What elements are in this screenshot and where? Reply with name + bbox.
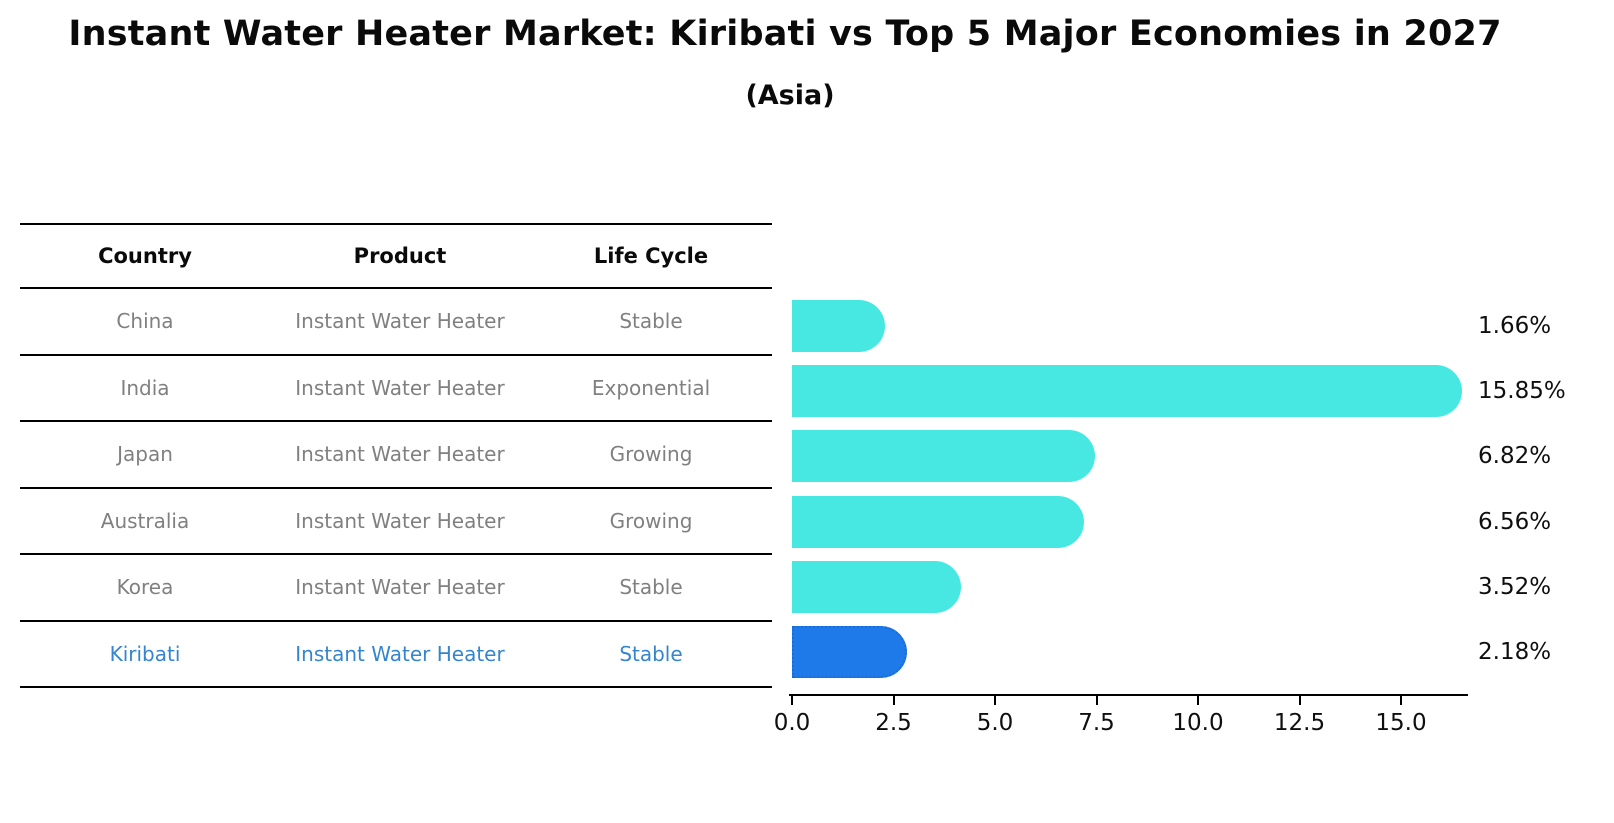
- cell-country: Korea: [116, 575, 174, 600]
- x-axis-tick: [892, 696, 895, 705]
- cell-life-cycle: Stable: [619, 575, 683, 600]
- bar-value-label: 3.52%: [1478, 573, 1552, 600]
- table-row: Australia Instant Water Heater Growing: [20, 489, 772, 555]
- bar-japan: [792, 430, 1095, 483]
- x-axis-tick: [1197, 696, 1199, 705]
- cell-country: Kiribati: [109, 641, 181, 666]
- cell-product: Instant Water Heater: [295, 641, 505, 666]
- column-header-country: Country: [98, 244, 192, 268]
- column-header-life-cycle: Life Cycle: [593, 244, 709, 268]
- x-axis-tick: [1298, 696, 1301, 705]
- cell-product: Instant Water Heater: [295, 309, 505, 334]
- bar-value-label: 15.85%: [1478, 378, 1566, 405]
- x-axis-tick-label: 15.0: [1375, 710, 1427, 736]
- table-row: Kiribati Instant Water Heater Stable: [20, 622, 772, 688]
- table-row: China Instant Water Heater Stable: [20, 289, 772, 356]
- cell-country: Japan: [117, 442, 173, 467]
- bar-china: [792, 300, 886, 352]
- x-axis-line: [789, 694, 1468, 696]
- cell-life-cycle: Growing: [609, 508, 693, 533]
- x-axis-tick-label: 0.0: [773, 710, 811, 736]
- bar-value-label: 6.56%: [1478, 508, 1552, 535]
- cell-country: Australia: [100, 508, 190, 533]
- x-axis-tick-label: 2.5: [875, 710, 912, 736]
- x-axis-tick: [791, 696, 793, 705]
- bar-india: [792, 365, 1462, 418]
- table-row: India Instant Water Heater Exponential: [20, 356, 772, 422]
- x-axis-tick-label: 10.0: [1172, 710, 1224, 736]
- cell-country: China: [116, 309, 174, 334]
- table-body: China Instant Water Heater Stable India Inst…: [20, 289, 772, 688]
- x-axis-tick: [1400, 696, 1402, 705]
- cell-life-cycle: Growing: [609, 442, 693, 467]
- x-axis-tick-label: 12.5: [1273, 710, 1326, 736]
- chart-subtitle: (Asia): [745, 80, 835, 111]
- country-table: Country Product Life Cycle China Instant …: [20, 223, 772, 688]
- bar-value-label: 2.18%: [1478, 639, 1552, 665]
- cell-product: Instant Water Heater: [295, 508, 505, 533]
- chart-title: Instant Water Heater Market: Kiribati vs…: [68, 14, 1502, 54]
- cell-product: Instant Water Heater: [295, 375, 505, 400]
- cell-product: Instant Water Heater: [295, 575, 505, 600]
- x-axis-tick-label: 5.0: [976, 710, 1014, 736]
- bar-australia: [792, 495, 1085, 548]
- cell-product: Instant Water Heater: [295, 442, 505, 467]
- cell-life-cycle: Stable: [619, 309, 683, 334]
- bar-korea: [792, 560, 961, 613]
- bar-value-label: 1.66%: [1478, 313, 1552, 339]
- column-header-product: Product: [353, 244, 447, 268]
- table-header-row: Country Product Life Cycle: [20, 225, 772, 289]
- cell-country: India: [120, 375, 170, 400]
- x-axis-tick-label: 7.5: [1078, 710, 1115, 736]
- table-row: Japan Instant Water Heater Growing: [20, 422, 772, 489]
- table-row: Korea Instant Water Heater Stable: [20, 555, 772, 622]
- x-axis-tick: [994, 696, 996, 705]
- x-axis-tick: [1095, 696, 1098, 705]
- cell-life-cycle: Exponential: [591, 375, 711, 400]
- bar-kiribati-highlight: [792, 626, 907, 678]
- cell-life-cycle: Stable: [619, 641, 683, 666]
- bar-value-label: 6.82%: [1478, 443, 1552, 470]
